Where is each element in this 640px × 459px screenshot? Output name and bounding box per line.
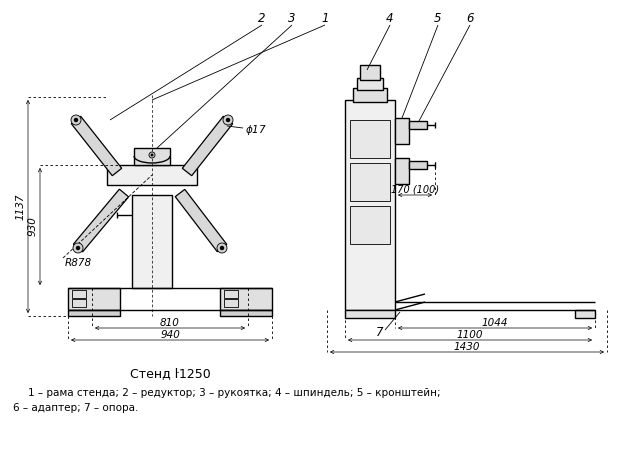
Polygon shape bbox=[182, 116, 233, 176]
Bar bbox=[409, 161, 427, 169]
Text: 7: 7 bbox=[376, 325, 384, 338]
Text: 1044: 1044 bbox=[482, 318, 508, 328]
Polygon shape bbox=[175, 190, 227, 252]
Bar bbox=[220, 310, 272, 316]
Text: R878: R878 bbox=[65, 258, 92, 268]
Bar bbox=[224, 290, 238, 298]
Polygon shape bbox=[74, 189, 129, 252]
Circle shape bbox=[223, 115, 233, 125]
Bar bbox=[345, 100, 395, 310]
Text: 3: 3 bbox=[288, 11, 296, 24]
Bar bbox=[350, 163, 390, 201]
Circle shape bbox=[149, 152, 155, 158]
Bar bbox=[350, 206, 390, 244]
Text: 1 – рама стенда; 2 – редуктор; 3 – рукоятка; 4 – шпиндель; 5 – кронштейн;: 1 – рама стенда; 2 – редуктор; 3 – рукоя… bbox=[28, 388, 440, 398]
Bar bbox=[220, 288, 272, 310]
Text: 4: 4 bbox=[387, 11, 394, 24]
Bar bbox=[350, 120, 390, 158]
Bar bbox=[395, 118, 409, 144]
Bar bbox=[575, 310, 595, 318]
Text: 170 (100): 170 (100) bbox=[391, 185, 439, 195]
Circle shape bbox=[217, 243, 227, 253]
Bar bbox=[345, 310, 395, 318]
Text: 1: 1 bbox=[321, 11, 329, 24]
Text: 5: 5 bbox=[435, 11, 442, 24]
Circle shape bbox=[71, 115, 81, 125]
Circle shape bbox=[74, 118, 78, 122]
Bar bbox=[353, 88, 387, 102]
Bar bbox=[134, 148, 170, 165]
Circle shape bbox=[220, 246, 224, 250]
Bar bbox=[409, 121, 427, 129]
Text: 810: 810 bbox=[160, 318, 180, 328]
Bar bbox=[68, 310, 120, 316]
Bar bbox=[224, 299, 238, 307]
Bar bbox=[68, 288, 120, 310]
Text: 6: 6 bbox=[467, 11, 474, 24]
Bar bbox=[132, 195, 172, 288]
Text: 6 – адаптер; 7 – опора.: 6 – адаптер; 7 – опора. bbox=[13, 403, 138, 413]
Text: 1430: 1430 bbox=[454, 342, 480, 352]
Circle shape bbox=[151, 154, 153, 156]
Bar bbox=[395, 158, 409, 184]
Circle shape bbox=[73, 243, 83, 253]
Text: 2: 2 bbox=[259, 11, 266, 24]
Circle shape bbox=[76, 246, 80, 250]
Bar bbox=[72, 290, 86, 298]
Bar bbox=[107, 165, 197, 185]
Polygon shape bbox=[71, 116, 122, 176]
Bar bbox=[72, 299, 86, 307]
Text: 930: 930 bbox=[28, 217, 38, 236]
Bar bbox=[357, 78, 383, 90]
Circle shape bbox=[226, 118, 230, 122]
Text: 940: 940 bbox=[160, 330, 180, 340]
Text: 1100: 1100 bbox=[457, 330, 483, 340]
Bar bbox=[360, 65, 380, 80]
Text: $\phi$17: $\phi$17 bbox=[245, 123, 267, 137]
Text: 1137: 1137 bbox=[15, 193, 25, 220]
Text: Стенд ŀ1250: Стенд ŀ1250 bbox=[130, 367, 211, 380]
